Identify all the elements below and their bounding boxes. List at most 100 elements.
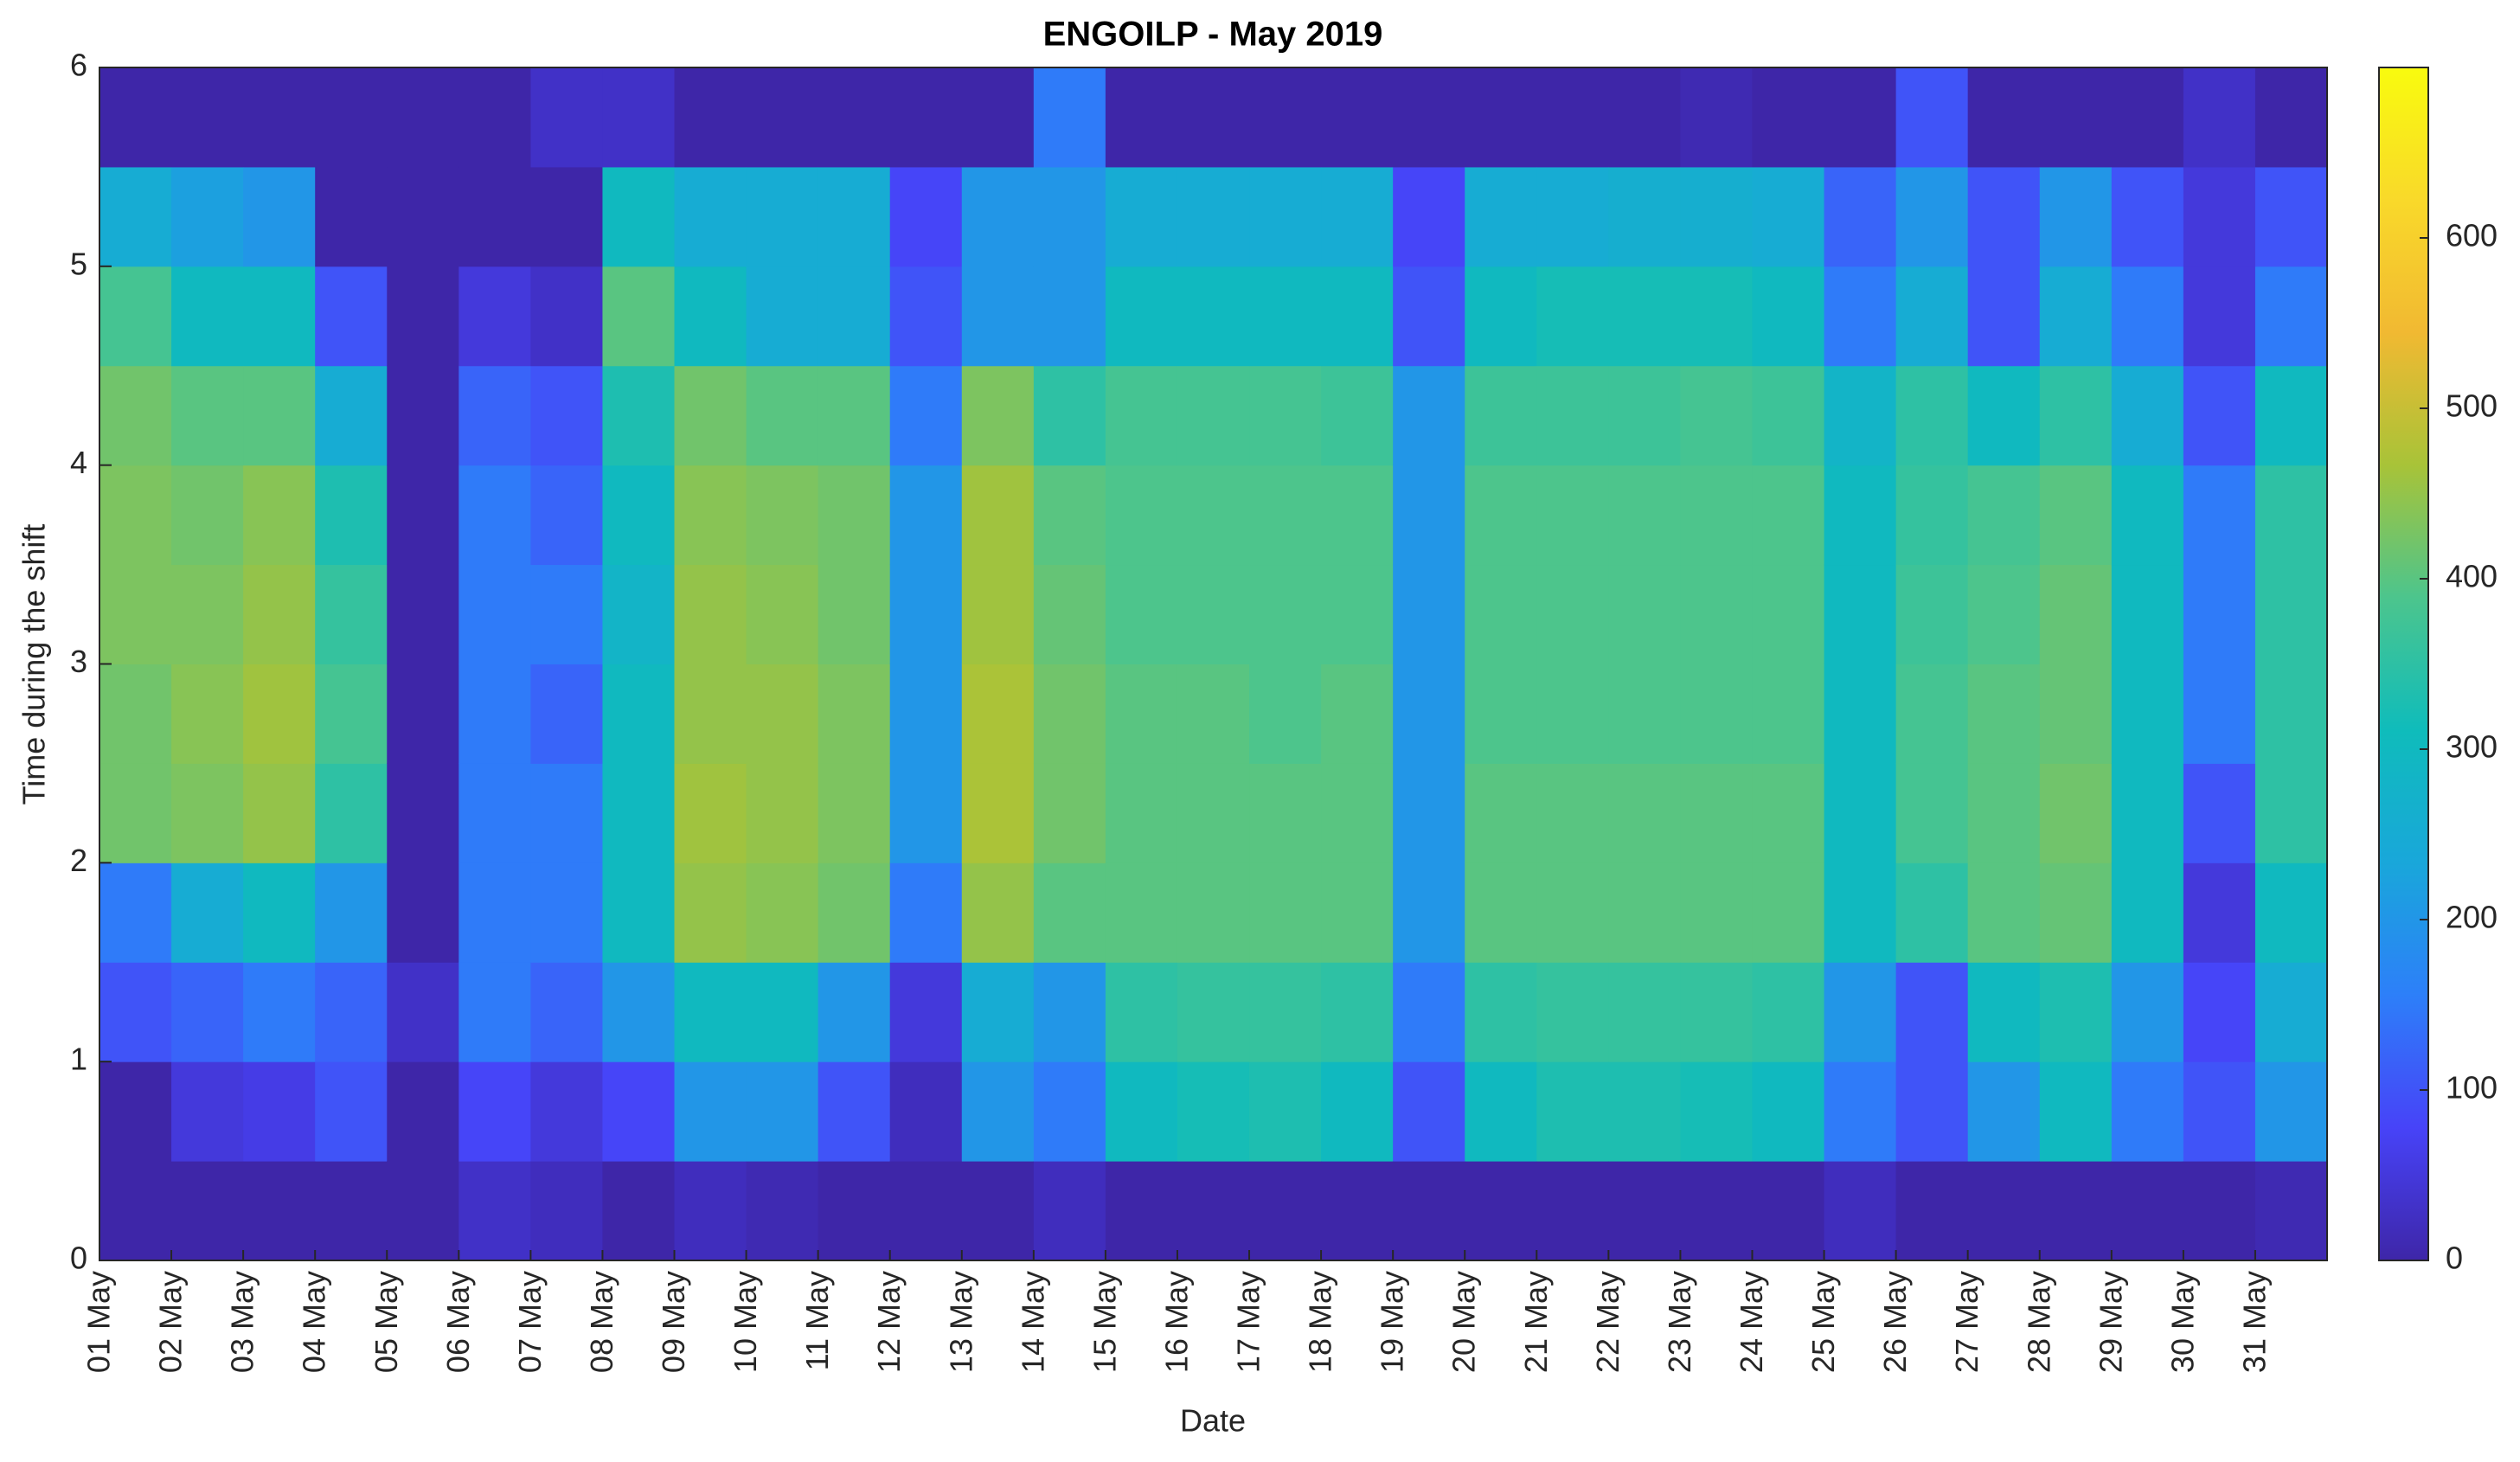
heat-cell (1105, 266, 1178, 367)
heat-cell (2039, 962, 2113, 1062)
heat-cell (387, 465, 459, 566)
heat-cell (530, 1161, 603, 1261)
heat-cell (961, 962, 1035, 1062)
heat-cell (1536, 862, 1609, 963)
heat-cell (1608, 664, 1681, 764)
heat-cell (1967, 166, 2041, 267)
chart-title: ENGOILP - May 2019 (1043, 16, 1383, 54)
heat-cell (99, 166, 172, 267)
heat-cell (1536, 664, 1609, 764)
heat-cell (961, 365, 1035, 466)
heat-cell (315, 1061, 388, 1162)
heat-cell (387, 166, 459, 267)
x-tick-label: 09 May (656, 1271, 691, 1373)
heat-cell (458, 1061, 531, 1162)
heat-cell (99, 67, 172, 168)
heat-cell (889, 763, 963, 863)
heat-cell (674, 763, 747, 863)
heat-cell (243, 862, 316, 963)
heat-cell (243, 166, 316, 267)
heat-cell (1536, 962, 1609, 1062)
x-tick-label: 04 May (297, 1271, 332, 1373)
heat-cell (1465, 664, 1537, 764)
heat-cell (1967, 862, 2041, 963)
heat-cell (530, 266, 603, 367)
heat-cell (889, 664, 963, 764)
heat-cell (2183, 266, 2256, 367)
heat-cell (243, 763, 316, 863)
heat-cell (818, 465, 891, 566)
heat-cell (1393, 664, 1465, 764)
heat-cell (243, 67, 316, 168)
heat-cell (243, 564, 316, 664)
heat-cell (1895, 862, 1969, 963)
heat-cell (315, 266, 388, 367)
colorbar-tick-label: 100 (2446, 1070, 2498, 1106)
heat-cell (1249, 1061, 1322, 1162)
heat-cell (746, 1161, 819, 1261)
heat-cell (889, 1061, 963, 1162)
heat-cell (315, 465, 388, 566)
heat-cell (2039, 1061, 2113, 1162)
heat-cell (1465, 564, 1537, 664)
heat-cell (746, 1061, 819, 1162)
heat-cell (1321, 1161, 1394, 1261)
heat-cell (458, 962, 531, 1062)
heat-cell (602, 862, 676, 963)
heat-cell (602, 564, 676, 664)
heat-cell (99, 1061, 172, 1162)
heat-cell (1033, 664, 1106, 764)
heat-cell (961, 166, 1035, 267)
heat-cell (458, 564, 531, 664)
heat-cell (1105, 365, 1178, 466)
heat-cell (315, 664, 388, 764)
heat-cell (2183, 564, 2256, 664)
heat-cell (2111, 465, 2184, 566)
heat-cell (2254, 962, 2328, 1062)
heat-cell (387, 564, 459, 664)
x-tick-label: 26 May (1877, 1271, 1913, 1373)
x-tick-label: 20 May (1446, 1271, 1482, 1373)
heat-cell (2183, 67, 2256, 168)
heat-cell (1536, 266, 1609, 367)
heat-cell (1680, 962, 1753, 1062)
heat-cell (1033, 962, 1106, 1062)
x-tick-label: 11 May (799, 1271, 835, 1370)
heat-cell (1249, 962, 1322, 1062)
heat-cell (1967, 465, 2041, 566)
x-tick-label: 07 May (512, 1271, 548, 1373)
y-axis-label: Time during the shift (16, 524, 52, 805)
heat-cell (746, 67, 819, 168)
heat-cell (2039, 862, 2113, 963)
heat-cell (1680, 465, 1753, 566)
heat-cell (818, 1161, 891, 1261)
heat-cell (1536, 67, 1609, 168)
heat-cell (1967, 564, 2041, 664)
heat-cell (315, 564, 388, 664)
heat-cell (1680, 365, 1753, 466)
heat-cell (1393, 365, 1465, 466)
heat-cell (243, 266, 316, 367)
heat-cell (674, 862, 747, 963)
y-tick-label: 6 (70, 48, 87, 83)
heat-cell (530, 664, 603, 764)
heat-cell (1967, 1161, 2041, 1261)
heat-cell (1895, 1161, 1969, 1261)
heat-cell (99, 365, 172, 466)
heat-cell (1393, 465, 1465, 566)
heat-cell (1824, 862, 1897, 963)
heat-cell (1895, 664, 1969, 764)
heat-cell (458, 862, 531, 963)
heat-cell (387, 1061, 459, 1162)
heat-cell (1752, 763, 1825, 863)
heat-cell (530, 564, 603, 664)
heat-cell (2254, 862, 2328, 963)
heat-cell (2254, 664, 2328, 764)
heat-cell (1895, 67, 1969, 168)
heat-cell (171, 564, 244, 664)
heat-cell (1321, 763, 1394, 863)
heat-cell (1249, 266, 1322, 367)
heat-cell (1393, 1161, 1465, 1261)
heat-cell (1177, 166, 1250, 267)
heat-cell (1608, 166, 1681, 267)
